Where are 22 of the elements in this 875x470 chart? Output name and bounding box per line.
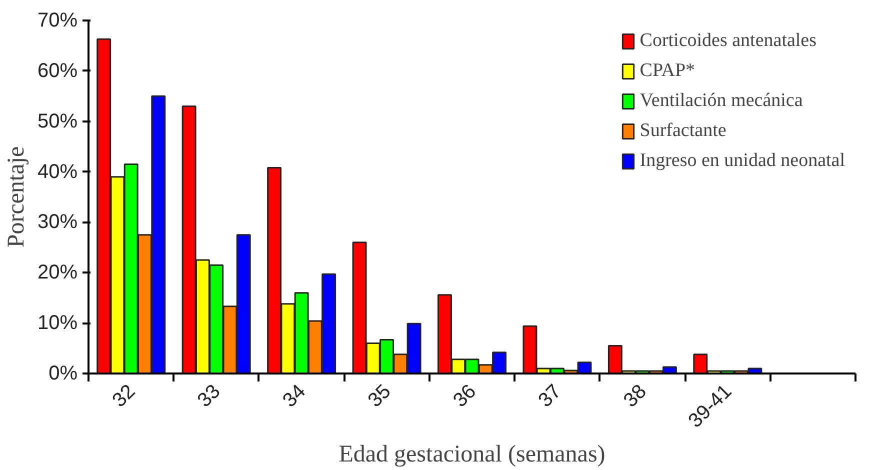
- y-tick-label: 0%: [48, 362, 78, 384]
- y-tick-label: 30%: [37, 211, 78, 234]
- x-tick-label: 32: [108, 380, 140, 412]
- x-tick-label: 34: [278, 380, 310, 412]
- legend-label: Surfactante: [640, 120, 726, 142]
- y-tick-label: 60%: [37, 60, 78, 82]
- x-tick-label: 35: [364, 380, 396, 412]
- x-tick-label: 33: [194, 380, 225, 412]
- y-tick-label: 50%: [37, 110, 78, 132]
- x-axis-title: Edad gestacional (semanas): [338, 442, 606, 468]
- legend-label: Corticoides antenatales: [640, 30, 817, 52]
- y-tick-label: 70%: [37, 10, 78, 32]
- y-tick-label: 10%: [37, 312, 78, 334]
- legend-label: Ingreso en unidad neonatal: [640, 150, 845, 172]
- y-tick-label: 40%: [37, 160, 78, 183]
- x-tick-label: 38: [620, 380, 651, 412]
- y-axis-title: Porcentaje: [3, 146, 30, 248]
- y-tick-label: 20%: [37, 262, 78, 284]
- legend-label: Ventilación mecánica: [640, 90, 803, 112]
- x-tick-label: 36: [449, 380, 480, 412]
- x-tick-label: 37: [534, 380, 566, 412]
- legend-label: CPAP*: [640, 60, 696, 82]
